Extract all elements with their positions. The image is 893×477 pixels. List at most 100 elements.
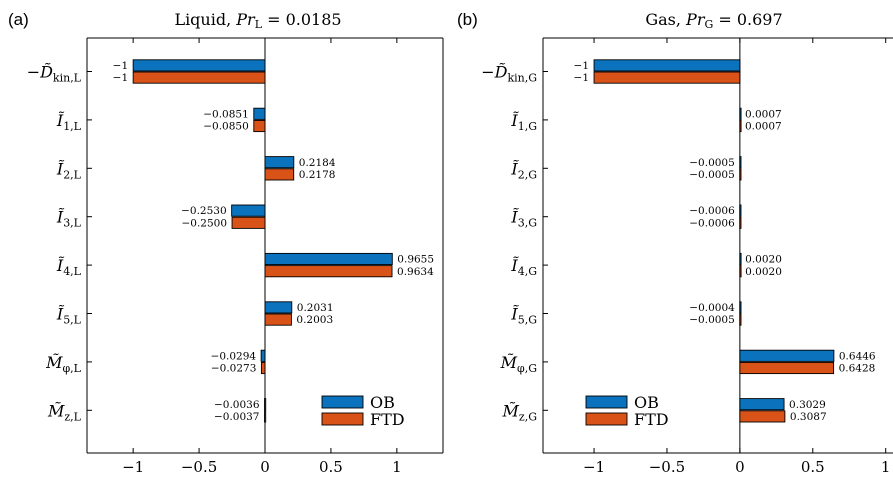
bar-ob bbox=[739, 252, 742, 266]
data-label: −1 bbox=[574, 60, 589, 72]
chart-panel-a: (a) Liquid, PrL = 0.0185 −1 −0.5 0 0.5 1 −D̃kin… bbox=[8, 10, 444, 476]
x-tick-label: 0.5 bbox=[801, 458, 825, 476]
category-label: Ĩ3,G bbox=[510, 207, 537, 230]
data-label: −0.2500 bbox=[181, 217, 227, 229]
bar-ftd bbox=[264, 265, 393, 278]
data-label: −1 bbox=[113, 60, 128, 72]
x-tick-label: 0 bbox=[735, 458, 745, 476]
data-label: 0.2184 bbox=[299, 157, 336, 169]
category-label: Ĩ5,G bbox=[510, 304, 537, 327]
bar-ob bbox=[739, 107, 742, 120]
category-label: Ĩ1,G bbox=[510, 110, 537, 133]
bar-ftd bbox=[739, 168, 742, 181]
data-label: 0.9655 bbox=[397, 254, 434, 266]
category-label: −D̃kin,L bbox=[27, 63, 82, 85]
x-tick-label: 1 bbox=[881, 458, 891, 476]
data-label: 0.2031 bbox=[297, 302, 334, 314]
data-label: −0.0850 bbox=[203, 121, 249, 133]
category-label: M̃z,G bbox=[502, 401, 537, 423]
data-label: 0.2178 bbox=[299, 169, 336, 181]
data-label: −0.0006 bbox=[689, 217, 735, 229]
data-label: −0.0004 bbox=[689, 302, 735, 314]
legend-swatch-ftd bbox=[321, 412, 364, 426]
data-label: 0.2003 bbox=[296, 314, 333, 326]
category-label: Ĩ2,G bbox=[510, 158, 537, 181]
bar-ftd bbox=[264, 168, 295, 181]
data-label: −0.0294 bbox=[211, 350, 257, 362]
x-tick-label: −0.5 bbox=[181, 458, 217, 476]
x-tick-label: −1 bbox=[583, 458, 605, 476]
category-label: M̃z,L bbox=[47, 401, 82, 423]
bar-ftd bbox=[231, 216, 266, 229]
data-label: −0.0005 bbox=[689, 314, 735, 326]
bar-ftd bbox=[739, 119, 742, 133]
bar-ftd bbox=[260, 361, 266, 375]
category-label: Ĩ2,L bbox=[56, 158, 82, 181]
legend-label-ftd: FTD bbox=[634, 410, 669, 429]
chart-title: Liquid, PrL = 0.0185 bbox=[174, 10, 341, 31]
data-label: −0.0273 bbox=[211, 363, 257, 375]
data-label: −1 bbox=[574, 72, 589, 84]
panel-label: (b) bbox=[457, 10, 478, 29]
data-label: −0.0005 bbox=[689, 157, 735, 169]
category-label: Ĩ5,L bbox=[56, 304, 82, 327]
chart-panel-b: (b) Gas, PrG = 0.697 −1 −0.5 0 0.5 1 −D̃kin,G −1… bbox=[457, 10, 893, 476]
legend-swatch-ob bbox=[321, 395, 364, 409]
bar-ob bbox=[739, 349, 835, 362]
bar-ob bbox=[739, 398, 785, 411]
bar-ftd bbox=[593, 71, 741, 84]
bar-ftd bbox=[739, 410, 786, 423]
data-label: −0.0036 bbox=[214, 399, 260, 411]
bar-ftd bbox=[739, 265, 742, 278]
bar-ftd bbox=[253, 119, 266, 133]
data-label: 0.9634 bbox=[397, 266, 434, 278]
bar-ftd bbox=[739, 313, 742, 326]
legend-label-ftd: FTD bbox=[370, 410, 405, 429]
bar-ob bbox=[264, 398, 267, 411]
data-label: 0.0007 bbox=[745, 108, 782, 120]
data-label: −0.0005 bbox=[689, 169, 735, 181]
bar-ob bbox=[260, 349, 266, 362]
legend-label-ob: OB bbox=[370, 393, 395, 412]
category-label: M̃φ,G bbox=[500, 353, 537, 375]
bar-ob bbox=[132, 59, 266, 72]
data-label: 0.0020 bbox=[745, 266, 782, 278]
data-label: 0.6428 bbox=[839, 363, 876, 375]
bar-ob bbox=[593, 59, 741, 72]
legend-label-ob: OB bbox=[634, 393, 659, 412]
bar-ob bbox=[739, 301, 742, 314]
x-tick-label: 1 bbox=[392, 458, 402, 476]
panel-label: (a) bbox=[8, 10, 29, 29]
bar-ob bbox=[739, 204, 742, 217]
category-label: −D̃kin,G bbox=[481, 63, 537, 85]
x-tick-label: 0 bbox=[260, 458, 270, 476]
chart-title: Gas, PrG = 0.697 bbox=[645, 10, 782, 31]
bar-ob bbox=[264, 301, 293, 314]
bar-ftd bbox=[264, 410, 267, 423]
legend-swatch-ob bbox=[585, 395, 628, 409]
data-label: 0.3087 bbox=[790, 411, 827, 423]
x-tick-label: −1 bbox=[122, 458, 144, 476]
bar-ob bbox=[231, 204, 266, 217]
bar-ob bbox=[264, 252, 393, 266]
data-label: 0.6446 bbox=[839, 350, 876, 362]
data-label: −0.0037 bbox=[214, 411, 260, 423]
data-label: 0.0007 bbox=[745, 121, 782, 133]
bar-ftd bbox=[132, 71, 266, 84]
x-tick-label: 0.5 bbox=[319, 458, 343, 476]
bar-ob bbox=[264, 156, 295, 169]
data-label: −1 bbox=[113, 72, 128, 84]
data-label: 0.3029 bbox=[789, 399, 826, 411]
x-tick-label: −0.5 bbox=[649, 458, 685, 476]
bar-ob bbox=[253, 107, 266, 120]
data-label: 0.0020 bbox=[745, 254, 782, 266]
category-label: Ĩ4,G bbox=[510, 255, 537, 278]
data-label: −0.2530 bbox=[181, 205, 227, 217]
bar-ob bbox=[739, 156, 742, 169]
category-label: Ĩ4,L bbox=[56, 255, 82, 278]
data-label: −0.0851 bbox=[203, 108, 249, 120]
category-label: Ĩ1,L bbox=[56, 110, 82, 133]
bar-ftd bbox=[739, 216, 742, 229]
bar-ftd bbox=[739, 361, 835, 375]
